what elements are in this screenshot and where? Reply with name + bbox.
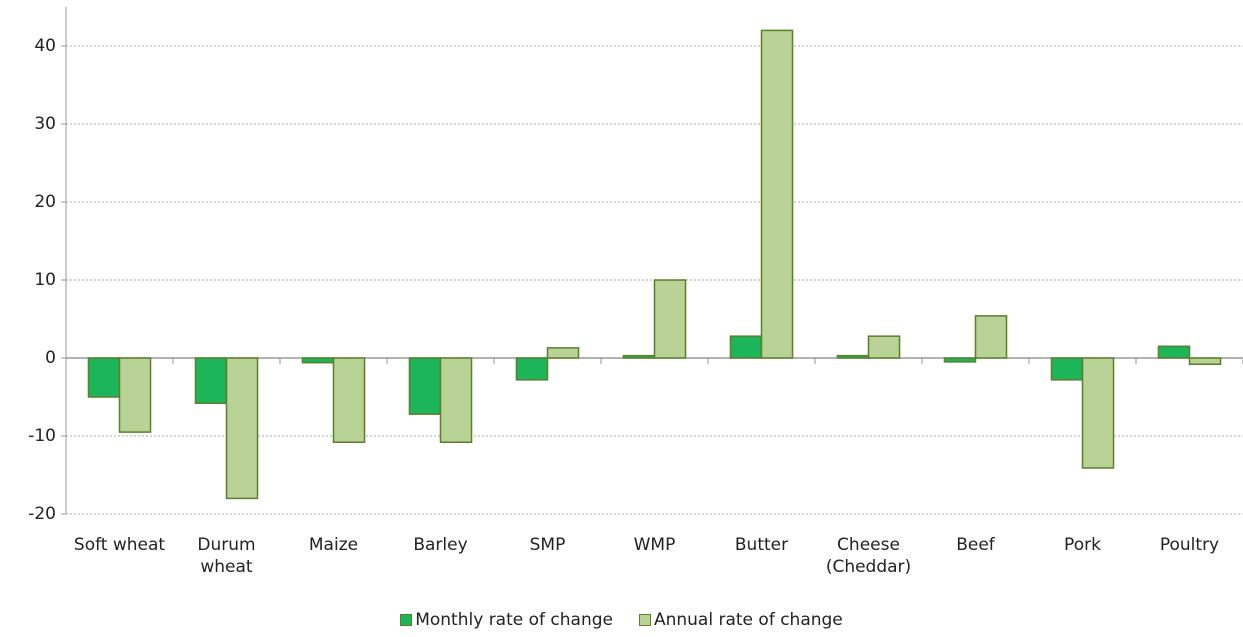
bar — [867, 335, 901, 359]
bar — [87, 357, 121, 398]
bar — [974, 315, 1008, 359]
bar — [729, 335, 763, 359]
bar — [118, 357, 152, 433]
bar — [1081, 357, 1115, 469]
bar — [1188, 357, 1222, 365]
x-tick-label: Soft wheat — [73, 535, 166, 555]
legend-item: Monthly rate of change — [400, 610, 613, 630]
y-tick-label: -10 — [28, 426, 56, 446]
x-tick-label: Poultry — [1159, 535, 1220, 555]
y-tick-label: 30 — [34, 114, 56, 134]
bar — [194, 357, 228, 404]
x-tick-label: Maize — [308, 535, 359, 555]
bar — [760, 29, 794, 359]
legend-swatch — [400, 614, 413, 626]
legend-label: Annual rate of change — [653, 610, 843, 630]
bar — [1157, 345, 1191, 359]
bar — [622, 354, 656, 359]
bar — [836, 354, 870, 359]
x-tick-label: SMP — [529, 535, 566, 555]
y-tick-label: 40 — [34, 36, 56, 56]
bar — [653, 279, 687, 359]
bar — [1050, 357, 1084, 381]
legend-label: Monthly rate of change — [415, 610, 613, 630]
legend-swatch — [638, 614, 651, 626]
x-tick-label: Pork — [1064, 535, 1101, 555]
y-tick-label: 10 — [34, 270, 56, 290]
x-tick-label: Cheese (Cheddar) — [825, 535, 912, 577]
bar — [225, 357, 259, 500]
y-tick-label: 20 — [34, 192, 56, 212]
bar — [943, 357, 977, 363]
legend: Monthly rate of change Annual rate of cha… — [0, 610, 1243, 630]
x-tick-label: WMP — [633, 535, 676, 555]
y-tick-label: 0 — [45, 348, 56, 368]
bar — [515, 357, 549, 381]
x-tick-label: Durum wheat — [197, 535, 256, 577]
bar — [301, 357, 335, 364]
x-tick-label: Barley — [413, 535, 468, 555]
bar — [439, 357, 473, 443]
y-tick-label: -20 — [28, 504, 56, 524]
x-tick-label: Butter — [734, 535, 789, 555]
bar — [408, 357, 442, 415]
legend-item: Annual rate of change — [638, 610, 843, 630]
bar — [546, 347, 580, 359]
bar — [332, 357, 366, 443]
x-tick-label: Beef — [956, 535, 995, 555]
